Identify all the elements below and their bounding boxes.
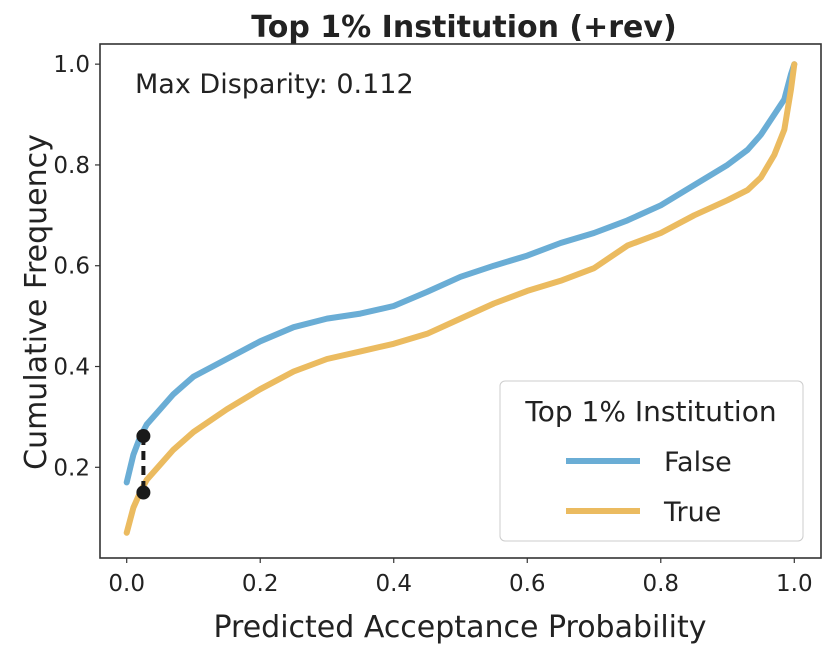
y-tick-label: 1.0 bbox=[53, 52, 90, 78]
disparity-point-high bbox=[136, 429, 151, 444]
legend: Top 1% Institution False True bbox=[499, 380, 804, 542]
plot-frame bbox=[99, 43, 822, 559]
series-line-false bbox=[123, 61, 798, 486]
legend-label-false: False bbox=[664, 447, 732, 478]
y-tick-label: 0.6 bbox=[53, 254, 90, 280]
plot-lines bbox=[123, 61, 798, 536]
x-tick-label: 0.4 bbox=[375, 571, 412, 597]
x-tick-label: 0.2 bbox=[242, 571, 279, 597]
legend-title: Top 1% Institution bbox=[524, 395, 776, 428]
y-tick-label: 0.8 bbox=[53, 153, 90, 179]
x-tick-label: 1.0 bbox=[776, 571, 813, 597]
disparity-marker bbox=[136, 429, 151, 500]
y-axis-ticks: 0.2 0.4 0.6 0.8 1.0 bbox=[53, 52, 100, 481]
series-line-true bbox=[123, 61, 798, 536]
y-tick-label: 0.4 bbox=[53, 355, 90, 381]
legend-box bbox=[499, 380, 804, 542]
chart-title: Top 1% Institution (+rev) bbox=[251, 10, 676, 45]
y-axis-label: Cumulative Frequency bbox=[19, 134, 54, 470]
x-tick-label: 0.0 bbox=[108, 571, 145, 597]
max-disparity-annotation: Max Disparity: 0.112 bbox=[135, 69, 414, 100]
x-axis-label: Predicted Acceptance Probability bbox=[213, 610, 706, 645]
y-tick-label: 0.2 bbox=[53, 455, 90, 481]
x-tick-label: 0.8 bbox=[642, 571, 679, 597]
disparity-point-low bbox=[136, 485, 151, 500]
x-axis-ticks: 0.0 0.2 0.4 0.6 0.8 1.0 bbox=[108, 558, 813, 597]
legend-label-true: True bbox=[663, 497, 721, 528]
x-tick-label: 0.6 bbox=[509, 571, 546, 597]
